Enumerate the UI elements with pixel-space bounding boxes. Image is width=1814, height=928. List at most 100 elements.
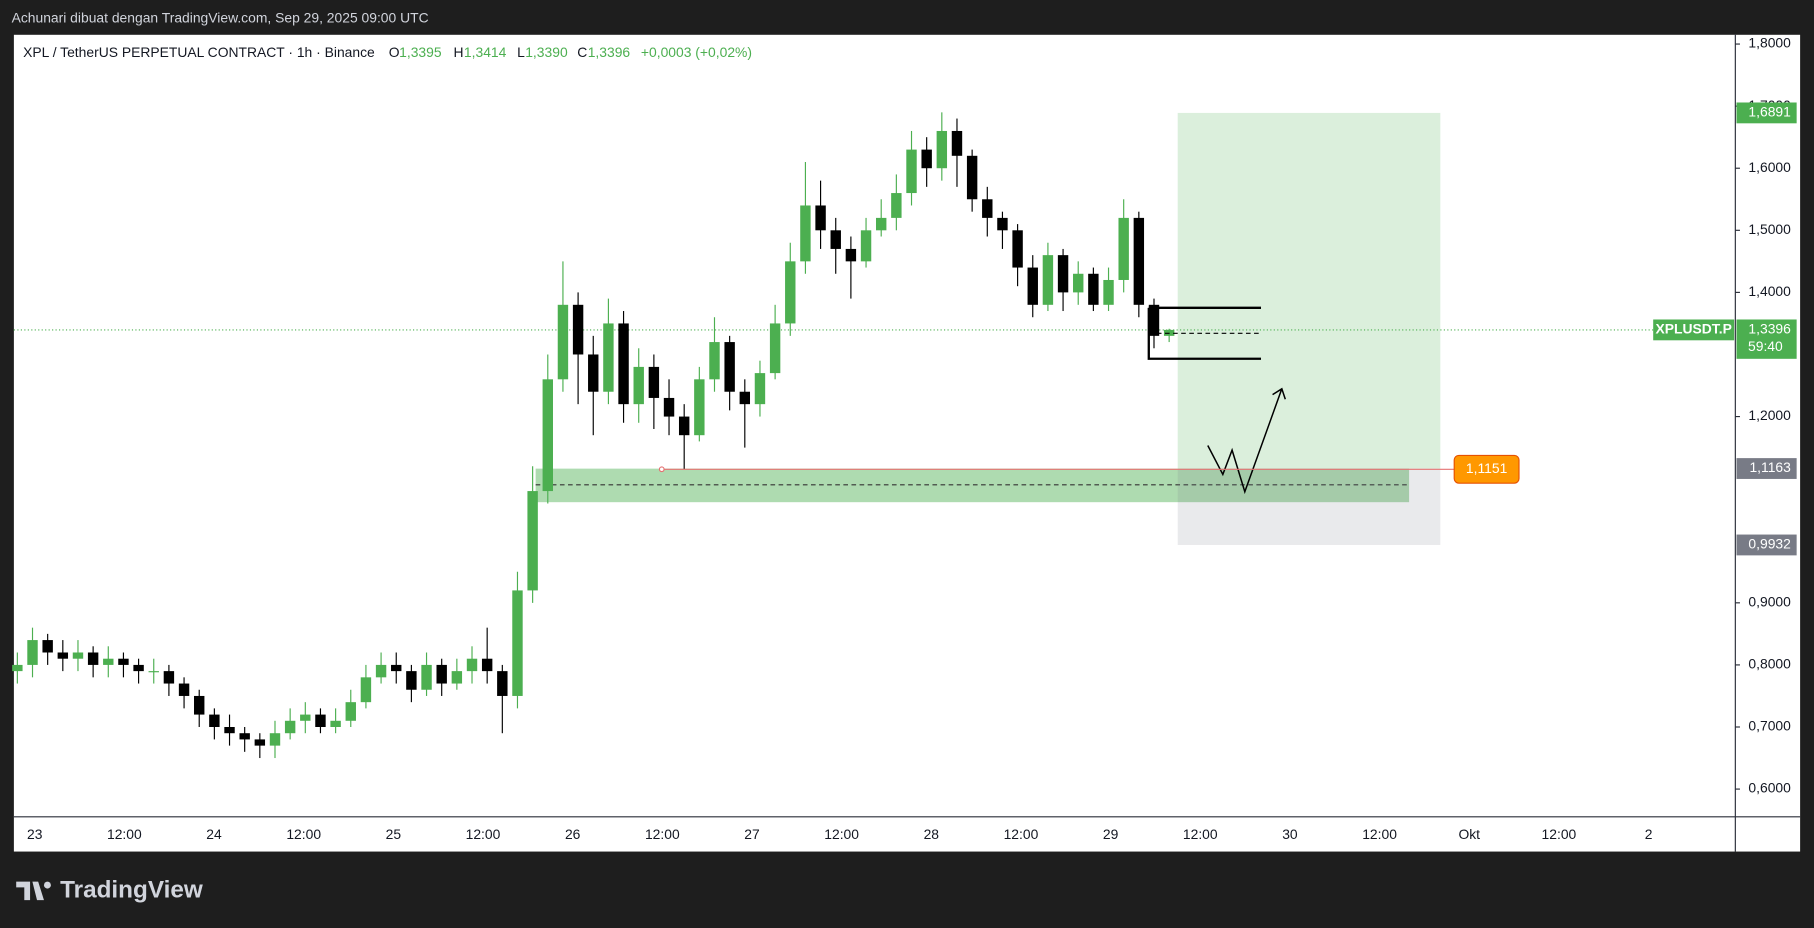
stop-label: 0,9932	[1748, 536, 1791, 552]
candle-body	[527, 491, 538, 591]
legend-key: L	[517, 44, 525, 60]
candle-body	[951, 130, 963, 156]
y-tick-label: 0,6000	[1748, 780, 1791, 796]
candle-body	[451, 671, 463, 684]
target-zone	[1177, 112, 1441, 469]
candle-body	[345, 702, 356, 721]
candle-body	[497, 671, 508, 696]
candle-body	[12, 664, 23, 672]
candle-body	[1073, 273, 1084, 293]
candle-body	[921, 149, 932, 169]
candle-body	[603, 323, 614, 392]
candle-body	[542, 379, 553, 492]
candle-body	[648, 366, 660, 398]
candle-body	[1148, 304, 1160, 336]
legend-value: 1,3414	[464, 44, 507, 60]
x-tick-label: 27	[744, 826, 760, 842]
candle-body	[694, 379, 705, 436]
last-price-label: 1,3396	[1748, 321, 1791, 337]
candle-body	[224, 726, 235, 734]
candle-body	[860, 230, 872, 262]
y-tick-label: 1,4000	[1748, 283, 1791, 299]
candle-body	[481, 658, 493, 672]
logo-dot	[43, 881, 51, 889]
x-tick-label: Okt	[1458, 826, 1480, 842]
legend-key: O	[389, 44, 400, 60]
candle-body	[87, 652, 99, 665]
level-label: 1,1151	[1466, 460, 1508, 476]
candle-body	[830, 230, 841, 249]
candle-body	[103, 658, 114, 665]
legend-key: C	[577, 44, 587, 60]
candle-body	[1012, 230, 1023, 268]
candle-body	[1027, 267, 1038, 305]
y-tick-label: 1,6000	[1748, 159, 1791, 175]
candle-body	[57, 652, 69, 659]
candle-body	[982, 199, 993, 218]
candle-body	[148, 671, 159, 673]
target-label-box	[1736, 102, 1797, 124]
countdown: 59:40	[1748, 338, 1783, 354]
target-label: 1,6891	[1748, 104, 1791, 120]
x-tick-label: 12:00	[466, 826, 501, 842]
candle-body	[330, 720, 341, 727]
y-tick-label: 1,2000	[1748, 407, 1791, 423]
candle-body	[769, 323, 781, 374]
entry-label-box	[1736, 458, 1797, 479]
projection-arrow	[1207, 387, 1287, 495]
candle-body	[1042, 255, 1054, 305]
candle-body	[739, 391, 751, 405]
candle-body	[618, 323, 629, 405]
x-tick-label: 12:00	[1362, 826, 1397, 842]
legend: XPL / TetherUS PERPETUAL CONTRACT · 1h ·…	[23, 44, 752, 60]
candle-body	[1057, 255, 1069, 293]
candle-body	[42, 640, 53, 653]
candle-body	[284, 720, 296, 734]
candle-body	[163, 671, 175, 684]
candle-body	[1133, 217, 1145, 305]
candle-body	[724, 342, 735, 392]
x-tick-label: 26	[565, 826, 581, 842]
candle-body	[754, 373, 766, 405]
symbol-tag-box	[1653, 319, 1735, 341]
top-bar: Achunari dibuat dengan TradingView.com, …	[12, 9, 429, 25]
candle-body	[269, 733, 281, 746]
candle-body	[315, 714, 326, 727]
candle-body	[209, 714, 220, 727]
x-tick-label: 25	[386, 826, 402, 842]
candle-body	[785, 261, 796, 324]
logo-text: TradingView	[60, 876, 203, 903]
candle-body	[1118, 217, 1129, 280]
candle-body	[178, 683, 190, 696]
candle-body	[875, 217, 887, 231]
candle-body	[997, 217, 1008, 231]
candle-body	[709, 342, 720, 380]
candle-body	[27, 640, 38, 665]
y-tick-label: 1,5000	[1748, 221, 1791, 237]
candle-body	[557, 304, 569, 380]
y-tick-label: 0,8000	[1748, 656, 1791, 672]
x-tick-label: 12:00	[286, 826, 321, 842]
candle-body	[466, 658, 478, 672]
x-tick-label: 12:00	[1542, 826, 1577, 842]
candle-body	[436, 664, 447, 684]
legend-key: H	[454, 44, 464, 60]
candle-body	[845, 248, 857, 262]
logo: TradingView	[16, 876, 203, 903]
x-tick-label: 28	[924, 826, 940, 842]
stop-zone	[1177, 468, 1441, 545]
x-tick-label: 12:00	[824, 826, 859, 842]
candle-body	[1103, 279, 1114, 305]
entry-label: 1,1163	[1749, 459, 1791, 475]
x-tick-label: 12:00	[1004, 826, 1039, 842]
candle-body	[72, 652, 84, 659]
candle-body	[254, 739, 266, 746]
candle-body	[936, 130, 948, 169]
candle-body	[375, 664, 387, 678]
legend-value: 1,3396	[588, 44, 631, 60]
candle-body	[633, 366, 644, 405]
candle-body	[512, 590, 523, 696]
x-tick-label: 12:00	[107, 826, 142, 842]
x-tick-label: 12:00	[645, 826, 680, 842]
